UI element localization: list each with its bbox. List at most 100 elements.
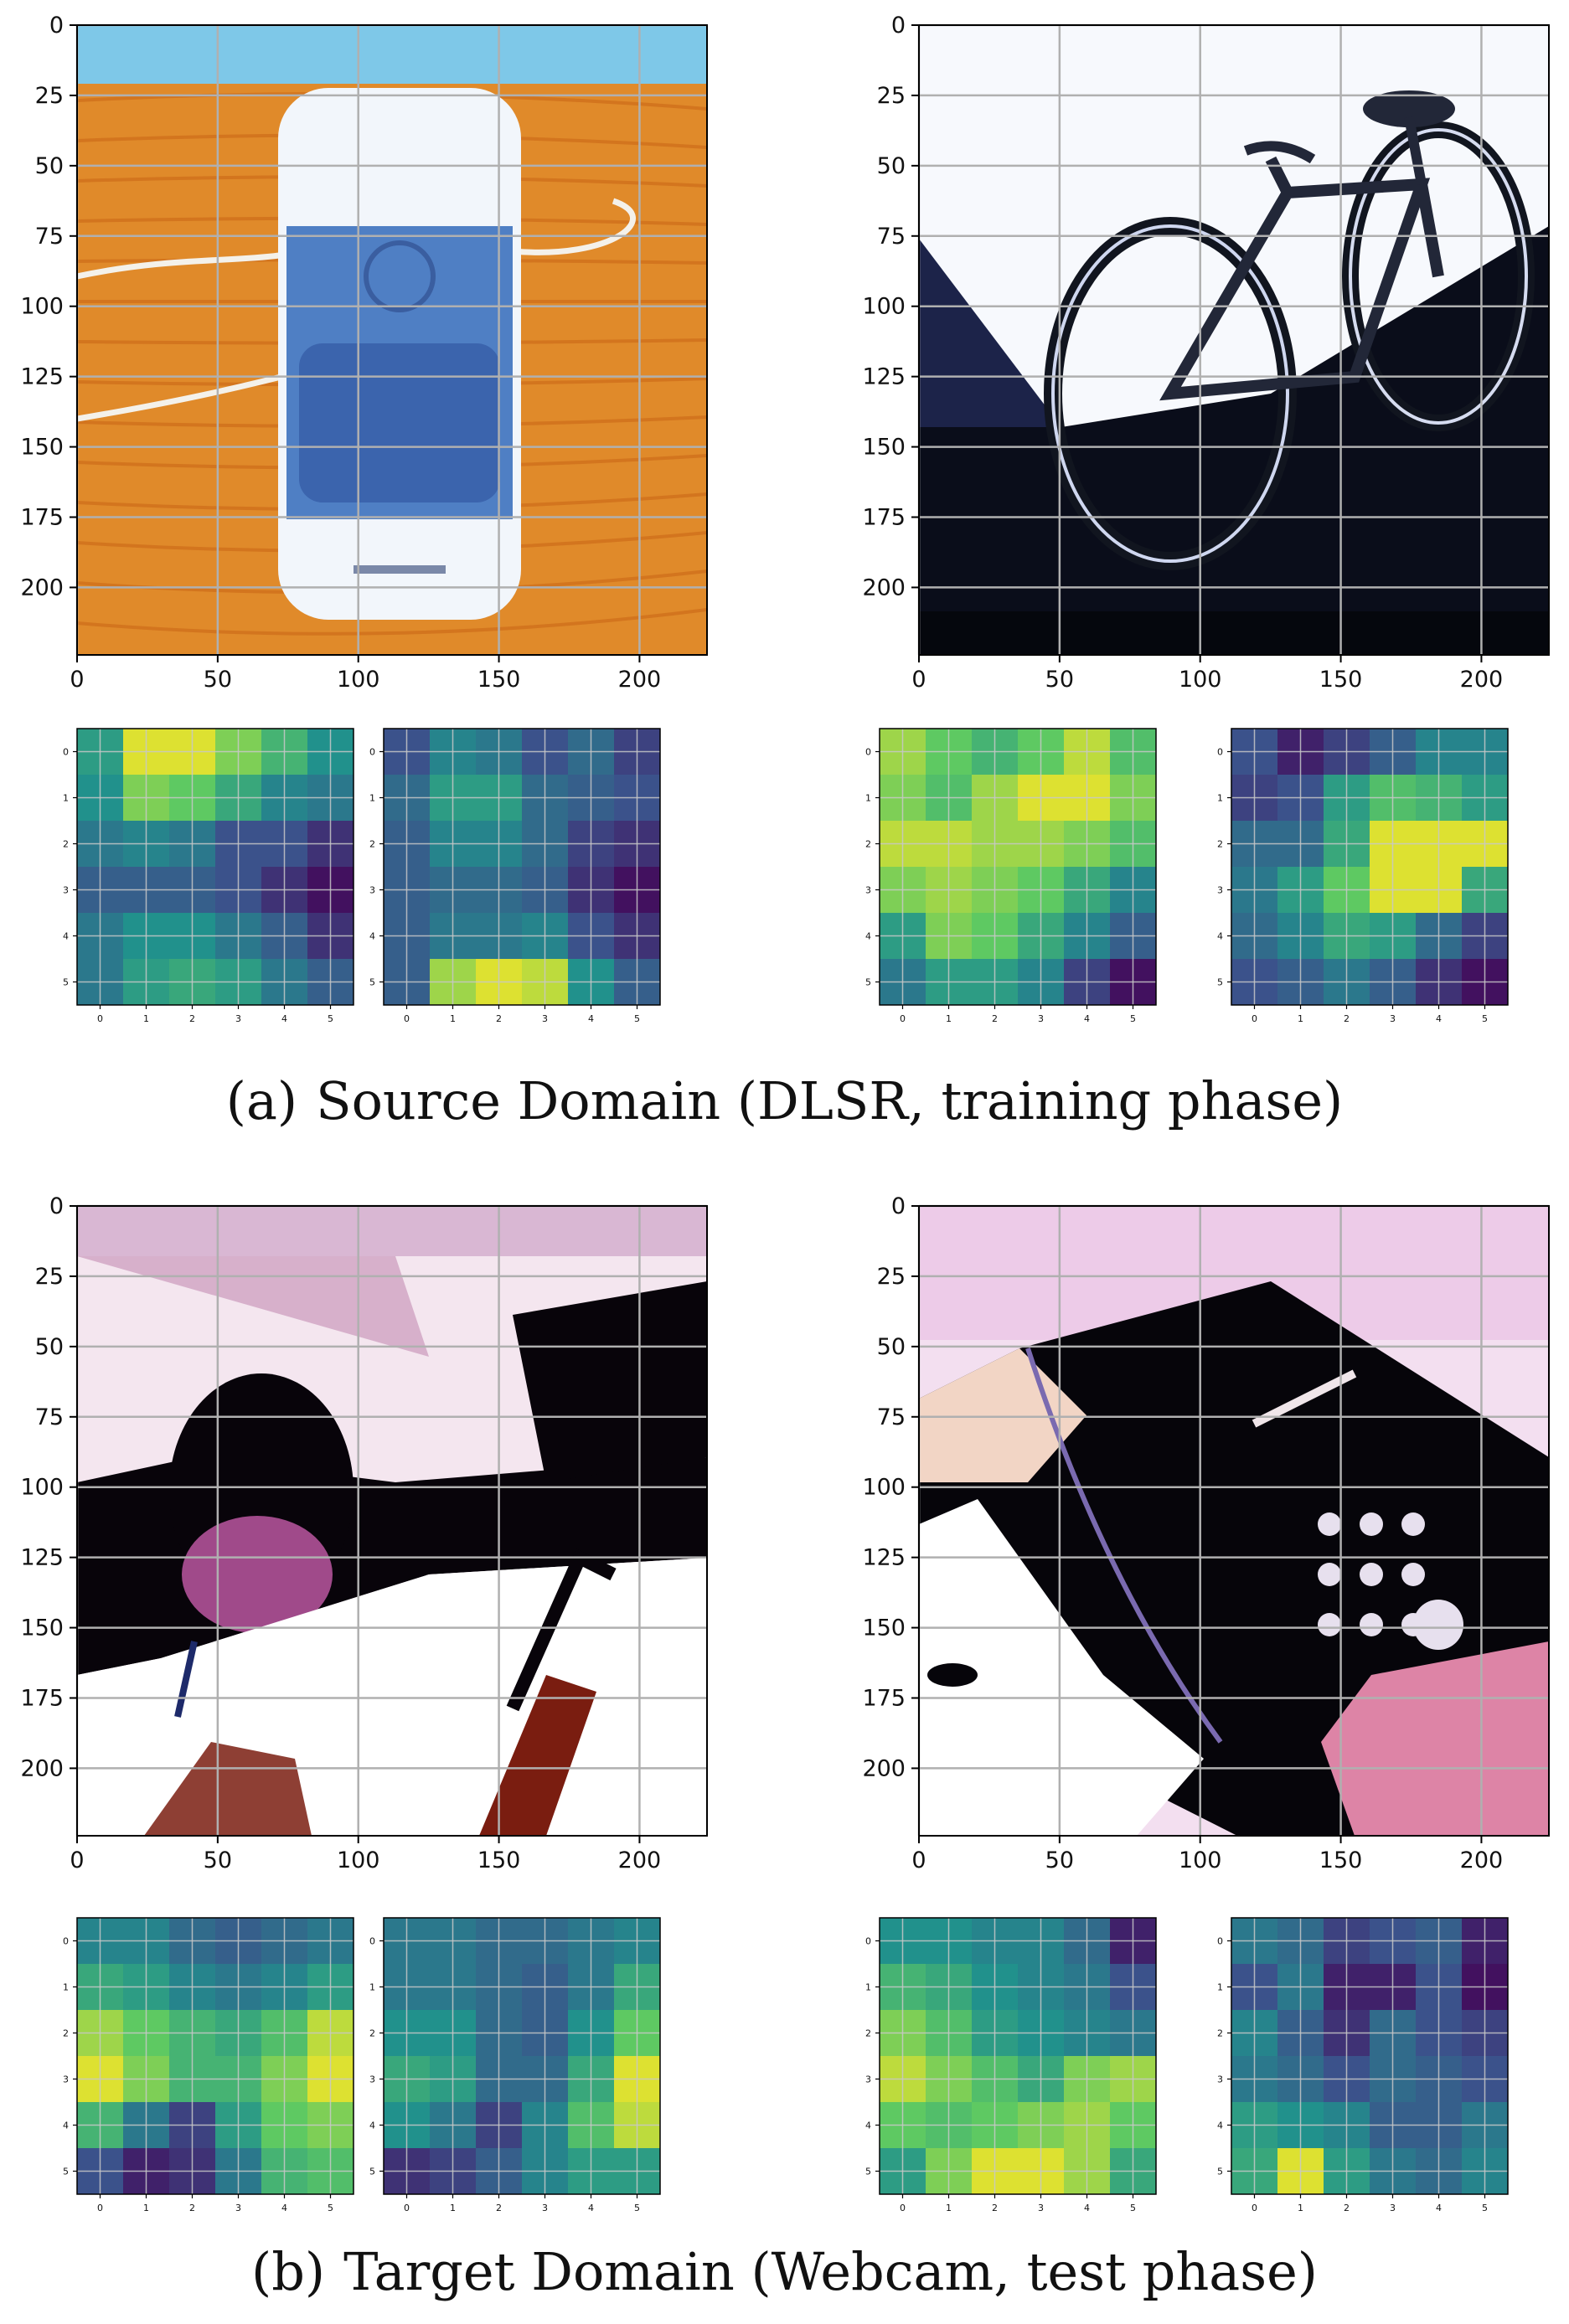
heatmap-x-tick-label: 5 (1130, 1013, 1136, 1024)
heatmap-x-tick-label: 0 (97, 2203, 103, 2213)
x-tick-label: 200 (1460, 667, 1504, 693)
x-tick-label: 200 (618, 1847, 662, 1873)
heatmap-x-tick-label: 3 (1390, 1013, 1396, 1024)
heatmap-y-tick-label: 1 (865, 1982, 871, 1993)
heatmap-x-tick-label: 4 (1436, 2203, 1442, 2213)
heatmap-y-tick-label: 3 (369, 2074, 375, 2085)
x-tick-label: 100 (337, 1847, 380, 1873)
heatmap-frame (879, 1917, 1157, 2195)
heatmap-x-tick-label: 5 (328, 2203, 333, 2213)
x-tick-label: 0 (70, 667, 84, 693)
heatmap-y-tick-label: 2 (63, 2028, 69, 2039)
heatmap-b-left-map-1: 0 1 2 3 4 5 0 1 2 3 4 5 (63, 1917, 354, 2213)
heatmap-y-tick-label: 5 (865, 2167, 871, 2177)
heatmap-frame (76, 728, 354, 1006)
y-tick-label: 200 (862, 575, 906, 600)
heatmap-y-tick-label: 1 (63, 1982, 69, 1993)
y-tick-label: 200 (20, 1755, 64, 1781)
x-tick-label: 150 (477, 667, 521, 693)
heatmap-x-tick-label: 1 (450, 1013, 456, 1024)
heatmap-y-tick-label: 0 (63, 1936, 69, 1947)
heatmap-y-tick-label: 3 (369, 885, 375, 896)
heatmap-x-tick-label: 3 (1038, 2203, 1044, 2213)
heatmap-x-tick-label: 0 (900, 2203, 906, 2213)
heatmap-y-tick-label: 1 (865, 793, 871, 804)
image-content-b-left (77, 1206, 707, 1836)
y-tick-label: 150 (862, 1615, 906, 1641)
x-tick-label: 100 (1179, 667, 1222, 693)
heatmap-a-right-map-2: 0 1 2 3 4 5 0 1 2 3 4 5 (1217, 728, 1509, 1024)
caption-a-text: Source Domain (DLSR, training phase) (316, 1070, 1344, 1131)
heatmap-x-tick-label: 1 (1298, 2203, 1303, 2213)
x-tick-label: 0 (911, 667, 926, 693)
heatmap-y-tick-label: 0 (1217, 747, 1223, 758)
image-content-a-right (919, 25, 1549, 655)
image-panel-b-right: 0 50 100 150 200 0 25 50 75 100 125 150 175 200 (862, 1193, 1550, 1873)
y-tick-label: 25 (35, 1264, 64, 1290)
heatmap-y-tick-label: 4 (369, 931, 375, 942)
y-tick-label: 100 (862, 294, 906, 320)
heatmap-x-tick-label: 1 (143, 1013, 149, 1024)
y-tick-label: 50 (35, 153, 64, 179)
heatmap-frame (383, 1917, 661, 2195)
heatmap-y-tick-label: 5 (865, 977, 871, 988)
axes-frame (76, 1205, 708, 1837)
heatmap-y-tick-label: 5 (369, 2167, 375, 2177)
x-tick-label: 100 (337, 667, 380, 693)
heatmap-x-tick-label: 5 (1482, 1013, 1488, 1024)
heatmap-y-tick-label: 5 (369, 977, 375, 988)
heatmap-x-tick-label: 0 (1252, 2203, 1257, 2213)
heatmap-y-tick-label: 3 (1217, 885, 1223, 896)
heatmap-x-tick-label: 0 (900, 1013, 906, 1024)
heatmap-y-tick-label: 4 (63, 2120, 69, 2131)
heatmap-y-tick-label: 1 (63, 793, 69, 804)
heatmap-x-tick-label: 2 (189, 1013, 195, 1024)
y-tick-label: 125 (20, 364, 64, 390)
heatmap-x-tick-label: 2 (496, 1013, 502, 1024)
heatmap-y-tick-label: 5 (63, 2167, 69, 2177)
heatmap-y-tick-label: 2 (1217, 2028, 1223, 2039)
y-tick-label: 75 (877, 224, 906, 250)
y-tick-label: 100 (20, 294, 64, 320)
x-tick-label: 50 (204, 667, 232, 693)
image-panel-b-left: 0 50 100 150 200 0 25 50 75 100 125 150 175 200 (20, 1193, 708, 1873)
heatmap-y-tick-label: 5 (1217, 977, 1223, 988)
heatmap-x-tick-label: 4 (1084, 1013, 1090, 1024)
heatmap-x-tick-label: 2 (992, 2203, 998, 2213)
heatmap-y-tick-label: 0 (865, 1936, 871, 1947)
heatmap-y-tick-label: 5 (1217, 2167, 1223, 2177)
heatmap-x-tick-label: 3 (542, 2203, 548, 2213)
heatmap-y-tick-label: 1 (369, 1982, 375, 1993)
heatmap-b-left-map-2: 0 1 2 3 4 5 0 1 2 3 4 5 (369, 1917, 661, 2213)
heatmap-y-tick-label: 3 (865, 885, 871, 896)
y-tick-label: 75 (877, 1404, 906, 1430)
heatmap-y-tick-label: 4 (369, 2120, 375, 2131)
heatmap-y-tick-label: 4 (865, 2120, 871, 2131)
heatmap-frame (879, 728, 1157, 1006)
heatmap-y-tick-label: 0 (63, 747, 69, 758)
x-tick-label: 50 (1045, 1847, 1074, 1873)
y-tick-label: 175 (862, 505, 906, 531)
heatmap-x-tick-label: 3 (542, 1013, 548, 1024)
heatmap-y-tick-label: 1 (1217, 793, 1223, 804)
image-content-b-right (919, 1206, 1549, 1836)
axes-frame (918, 24, 1550, 656)
axes-frame (76, 24, 708, 656)
heatmap-y-tick-label: 1 (369, 793, 375, 804)
x-tick-label: 50 (1045, 667, 1074, 693)
heatmap-x-tick-label: 2 (496, 2203, 502, 2213)
x-tick-label: 200 (618, 667, 662, 693)
heatmap-x-tick-label: 1 (946, 2203, 952, 2213)
y-tick-label: 150 (20, 435, 64, 461)
y-tick-label: 75 (35, 224, 64, 250)
heatmap-frame (1231, 728, 1509, 1006)
heatmap-b-right-map-1: 0 1 2 3 4 5 0 1 2 3 4 5 (865, 1917, 1157, 2213)
y-tick-label: 200 (20, 575, 64, 600)
heatmap-x-tick-label: 0 (97, 1013, 103, 1024)
heatmap-x-tick-label: 3 (235, 1013, 241, 1024)
y-tick-label: 125 (862, 364, 906, 390)
heatmap-y-tick-label: 3 (63, 2074, 69, 2085)
heatmap-x-tick-label: 2 (1344, 2203, 1350, 2213)
heatmap-y-tick-label: 0 (865, 747, 871, 758)
